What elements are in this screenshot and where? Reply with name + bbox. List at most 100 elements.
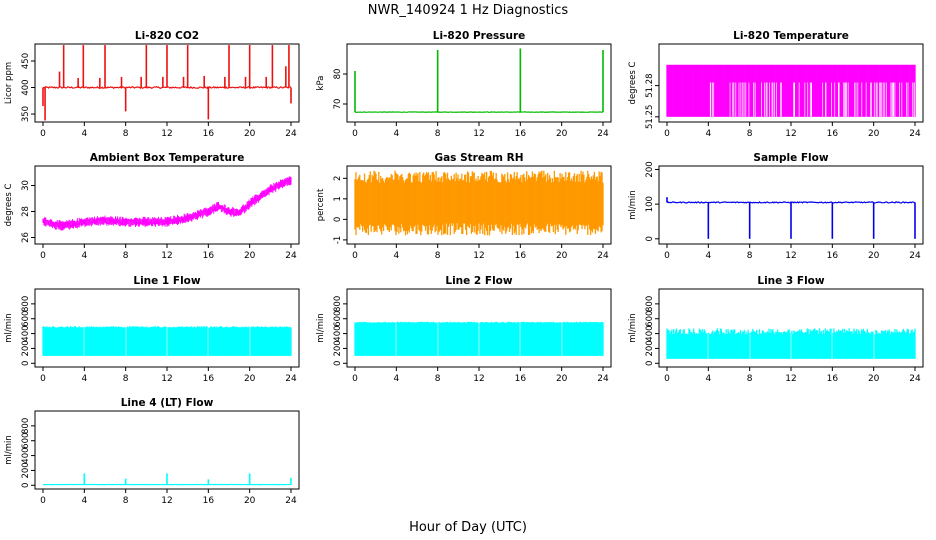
x-axis: 0 4 8 12 16 20 24 [352,367,609,384]
x-tick-label: 20 [244,129,256,139]
y-axis-label: degrees C [4,184,14,227]
panel-title: Li-820 Temperature [733,30,849,42]
x-tick-label: 12 [473,374,484,384]
x-tick-label: 24 [285,251,297,261]
x-tick-label: 0 [40,251,46,261]
x-tick-label: 4 [81,251,87,261]
x-tick-label: 8 [435,374,441,384]
y-tick-label: -1 [333,236,343,244]
x-tick-label: 4 [81,129,87,139]
x-tick-label: 16 [515,251,527,261]
y-axis-label: ml/min [316,313,326,343]
x-axis-label: Hour of Day (UTC) [409,520,527,535]
y-tick-label: 0 [645,361,655,366]
chart-panel: Li-820 Pressure 0 4 8 12 16 20 24 70 80 kPa [316,30,612,139]
x-tick-label: 12 [785,374,796,384]
x-axis: 0 4 8 12 16 20 24 [352,244,609,261]
y-tick-label: 400 [333,325,343,341]
x-tick-label: 24 [909,374,921,384]
y-tick-label: 800 [333,296,343,312]
x-tick-label: 20 [868,129,880,139]
x-axis: 0 4 8 12 16 20 24 [352,122,609,139]
x-tick-label: 8 [747,251,753,261]
data-series [354,170,604,236]
panel-title: Sample Flow [753,152,828,164]
y-axis-label: ml/min [4,313,14,343]
x-tick-label: 0 [664,251,670,261]
x-tick-label: 24 [285,129,297,139]
x-tick-label: 0 [40,374,46,384]
x-tick-label: 16 [203,496,215,506]
y-axis-label: ml/min [628,313,638,343]
x-tick-label: 12 [161,496,172,506]
y-tick-label: 51.25 [645,105,655,129]
x-tick-label: 0 [352,374,358,384]
y-tick-label: 0 [333,217,343,222]
x-tick-label: 4 [705,251,711,261]
y-tick-label: 70 [333,99,343,110]
x-axis: 0 4 8 12 16 20 24 [40,244,297,261]
x-tick-label: 24 [909,251,921,261]
x-tick-label: 4 [81,496,87,506]
x-tick-label: 0 [664,129,670,139]
y-axis: -1 0 1 2 [333,176,347,244]
y-axis: 0 100 200 [645,161,659,242]
x-tick-label: 20 [244,374,256,384]
x-tick-label: 16 [203,251,215,261]
x-axis: 0 4 8 12 16 20 24 [40,489,297,506]
y-tick-label: 0 [21,361,31,366]
x-tick-label: 24 [285,496,297,506]
x-tick-label: 16 [827,129,839,139]
y-tick-label: 800 [21,418,31,434]
panel-title: Ambient Box Temperature [90,152,245,164]
y-tick-label: 400 [21,79,31,95]
x-tick-label: 8 [747,129,753,139]
x-tick-label: 12 [161,374,172,384]
x-tick-label: 0 [40,496,46,506]
x-tick-label: 0 [352,251,358,261]
x-tick-label: 12 [161,251,172,261]
x-tick-label: 24 [597,129,609,139]
x-tick-label: 8 [435,251,441,261]
x-tick-label: 20 [868,251,880,261]
x-tick-label: 16 [827,374,839,384]
x-tick-label: 4 [705,374,711,384]
y-tick-label: 51.28 [645,73,655,97]
y-axis: 51.25 51.28 [645,73,659,129]
x-axis: 0 4 8 12 16 20 24 [664,122,921,139]
data-series [666,197,916,239]
x-tick-label: 0 [352,129,358,139]
x-tick-label: 20 [244,496,256,506]
x-tick-label: 0 [40,129,46,139]
y-tick-label: 80 [333,69,343,80]
x-tick-label: 12 [161,129,172,139]
data-series [666,64,916,117]
plot-frame [346,43,612,123]
y-tick-label: 1 [333,196,343,201]
x-tick-label: 20 [868,374,880,384]
x-axis: 0 4 8 12 16 20 24 [40,122,297,139]
x-axis: 0 4 8 12 16 20 24 [40,367,297,384]
y-tick-label: 200 [645,340,655,356]
chart-panel: Li-820 CO2 0 4 8 12 16 20 24 350 400 450 Licor ppm [4,30,300,139]
y-tick-label: 450 [21,53,31,69]
x-tick-label: 4 [393,129,399,139]
x-tick-label: 20 [556,374,568,384]
y-axis-label: ml/min [4,435,14,465]
y-tick-label: 200 [21,462,31,478]
x-tick-label: 8 [747,374,753,384]
x-axis: 0 4 8 12 16 20 24 [664,244,921,261]
x-tick-label: 24 [597,251,609,261]
x-tick-label: 16 [515,374,527,384]
x-tick-label: 4 [393,374,399,384]
y-tick-label: 0 [21,483,31,488]
y-tick-label: 400 [21,447,31,463]
data-series [42,176,292,231]
data-series [354,321,604,356]
panel-title: Line 3 Flow [757,275,824,287]
